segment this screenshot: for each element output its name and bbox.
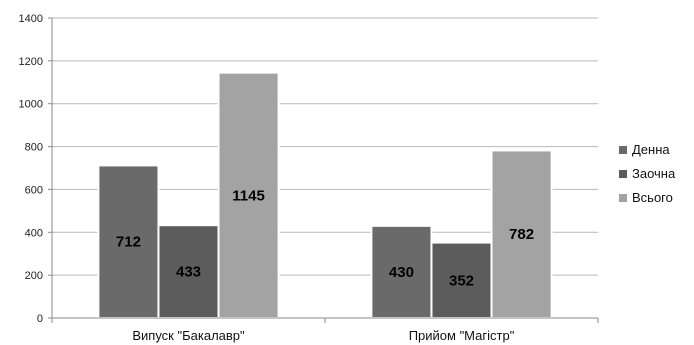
bar: [370, 224, 433, 320]
legend-label: Денна: [632, 142, 670, 157]
y-tick-label: 200: [25, 270, 43, 282]
legend: Денна Заочна Всього: [619, 142, 676, 205]
data-label: 433: [176, 264, 201, 281]
bars: [97, 71, 553, 320]
x-category-label: Випуск "Бакалавр": [132, 328, 245, 343]
x-axis-categories: Випуск "Бакалавр" Прийом "Магістр": [132, 328, 514, 343]
data-label: 430: [389, 264, 414, 281]
data-label: 1145: [232, 187, 265, 204]
y-tick-label: 800: [25, 142, 43, 154]
legend-swatch: [619, 146, 627, 154]
x-category-label: Прийом "Магістр": [409, 328, 515, 343]
axes: [51, 18, 599, 323]
data-label: 782: [509, 226, 534, 243]
data-label: 712: [116, 234, 141, 251]
legend-label: Заочна: [632, 166, 676, 181]
y-tick-label: 400: [25, 227, 43, 239]
y-tick-label: 1400: [19, 13, 43, 25]
legend-swatch: [619, 194, 627, 202]
y-tick-label: 0: [37, 313, 43, 325]
y-tick-label: 1200: [19, 56, 43, 68]
bar: [97, 164, 160, 319]
y-tick-label: 600: [25, 184, 43, 196]
bar: [217, 71, 280, 320]
y-tick-label: 1000: [19, 99, 43, 111]
y-axis-ticks: 0 200 400 600 800 1000 1200 1400: [19, 13, 52, 325]
legend-label: Всього: [632, 190, 673, 205]
data-labels: 712 433 1145 430 352 782: [116, 187, 534, 289]
data-label: 352: [449, 272, 474, 289]
legend-swatch: [619, 170, 627, 178]
